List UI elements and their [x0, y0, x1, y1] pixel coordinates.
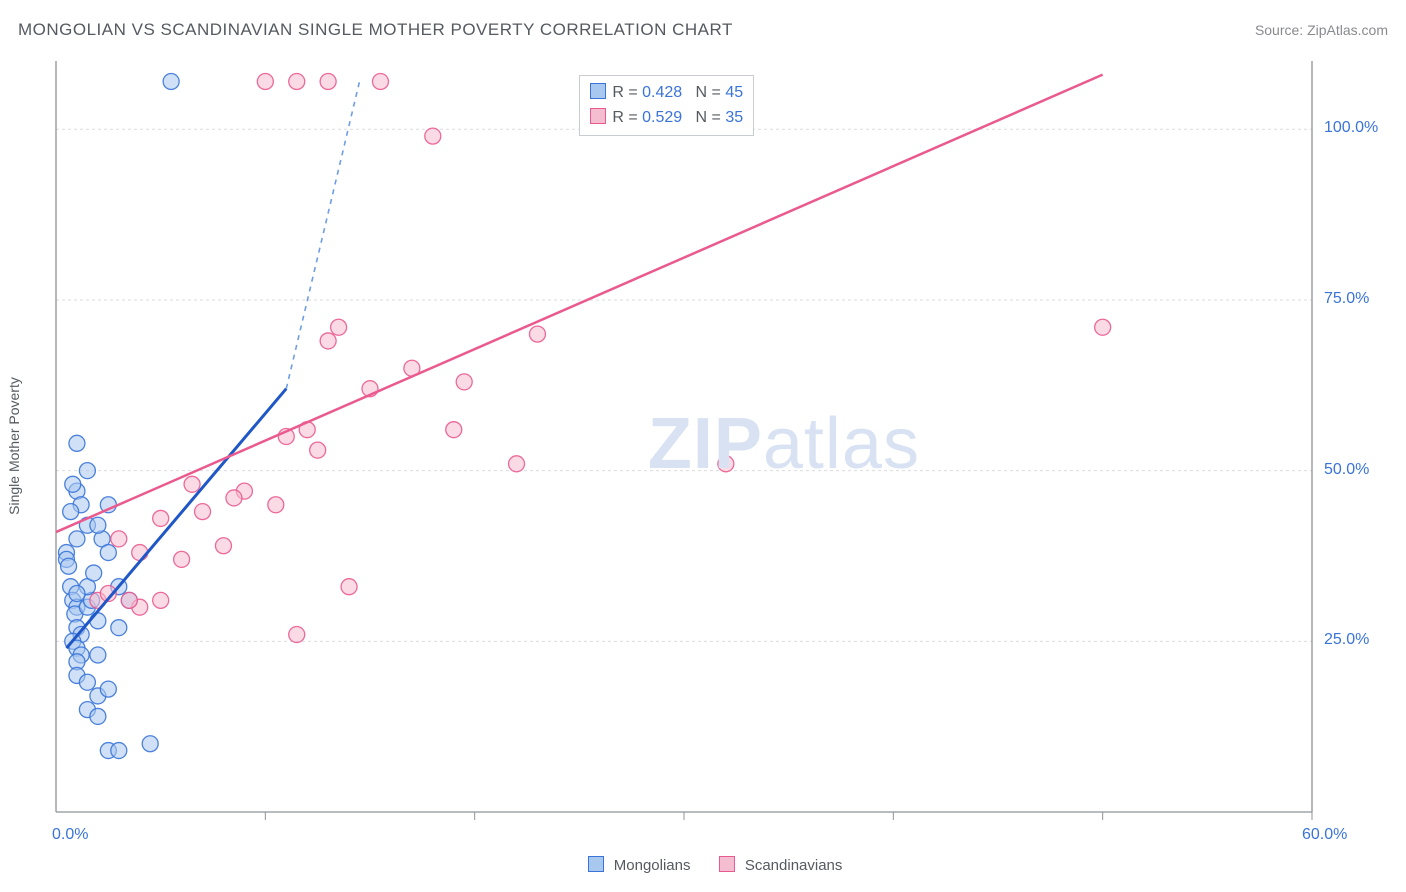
chart-title: MONGOLIAN VS SCANDINAVIAN SINGLE MOTHER …: [18, 20, 733, 40]
chart-source: Source: ZipAtlas.com: [1255, 22, 1388, 38]
chart-legend: Mongolians Scandinavians: [0, 856, 1406, 874]
chart-plot-area: ZIPatlas R = 0.428 N = 45R = 0.529 N = 3…: [48, 55, 1386, 832]
x-tick-label: 60.0%: [1302, 826, 1347, 844]
legend-label-2: Scandinavians: [745, 857, 843, 874]
scatter-plot-svg: [48, 55, 1386, 832]
y-tick-label: 100.0%: [1324, 119, 1378, 137]
correlation-stats-box: R = 0.428 N = 45R = 0.529 N = 35: [579, 75, 754, 136]
y-tick-label: 50.0%: [1324, 461, 1369, 479]
chart-header: MONGOLIAN VS SCANDINAVIAN SINGLE MOTHER …: [18, 20, 1388, 40]
y-axis-label: Single Mother Poverty: [6, 377, 22, 515]
legend-label-1: Mongolians: [614, 857, 691, 874]
legend-swatch-1: [588, 856, 604, 872]
legend-swatch-2: [719, 856, 735, 872]
y-tick-label: 75.0%: [1324, 290, 1369, 308]
x-tick-label: 0.0%: [52, 826, 88, 844]
y-tick-label: 25.0%: [1324, 631, 1369, 649]
